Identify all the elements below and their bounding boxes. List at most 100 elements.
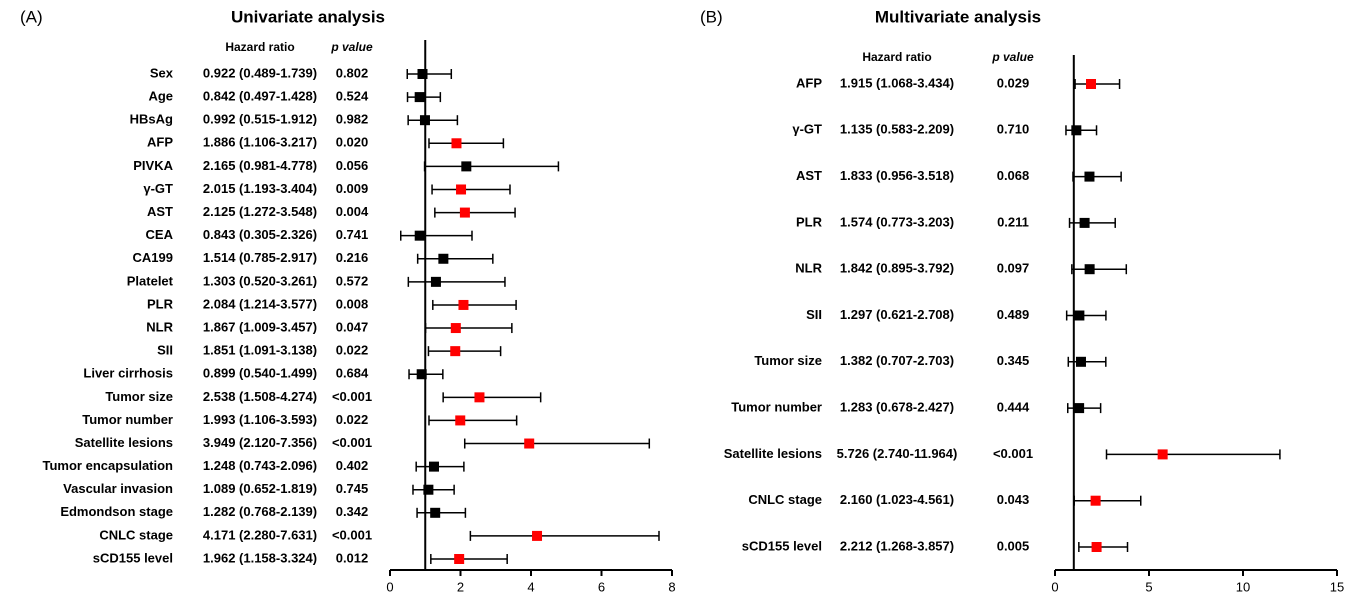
- row-label: γ-GT: [143, 181, 173, 196]
- p-value: 0.216: [336, 250, 369, 265]
- hr-marker: [1074, 403, 1085, 414]
- p-value: 0.402: [336, 458, 369, 473]
- hr-marker: [1071, 125, 1082, 136]
- hr-marker: [1084, 264, 1095, 275]
- x-tick-label: 10: [1236, 579, 1250, 594]
- hr-marker: [455, 415, 466, 426]
- row-label: Age: [148, 89, 173, 104]
- column-header: p value: [330, 40, 373, 54]
- p-value: 0.444: [997, 400, 1030, 415]
- hr-marker: [461, 161, 472, 172]
- row-label: AFP: [147, 135, 173, 150]
- chart-title: Univariate analysis: [231, 7, 385, 26]
- column-header: Hazard ratio: [862, 50, 931, 64]
- hr-marker: [1090, 495, 1101, 506]
- hr-marker: [532, 530, 543, 541]
- row-label: HBsAg: [130, 112, 173, 127]
- hazard-ratio: 1.514 (0.785-2.917): [203, 250, 317, 265]
- hazard-ratio: 1.851 (1.091-3.138): [203, 343, 317, 358]
- p-value: 0.008: [336, 296, 369, 311]
- hr-marker: [1157, 449, 1168, 460]
- hazard-ratio: 1.303 (0.520-3.261): [203, 273, 317, 288]
- p-value: 0.009: [336, 181, 369, 196]
- p-value: 0.741: [336, 227, 369, 242]
- hazard-ratio: 1.842 (0.895-3.792): [840, 261, 954, 276]
- hazard-ratio: 1.993 (1.106-3.593): [203, 412, 317, 427]
- x-tick-label: 6: [598, 579, 605, 594]
- hr-marker: [450, 346, 461, 357]
- hazard-ratio: 2.160 (1.023-4.561): [840, 492, 954, 507]
- hazard-ratio: 2.165 (0.981-4.778): [203, 158, 317, 173]
- hazard-ratio: 1.886 (1.106-3.217): [203, 135, 317, 150]
- p-value: 0.020: [336, 135, 369, 150]
- hazard-ratio: 4.171 (2.280-7.631): [203, 527, 317, 542]
- row-label: CNLC stage: [748, 492, 822, 507]
- p-value: 0.342: [336, 504, 369, 519]
- hazard-ratio: 0.843 (0.305-2.326): [203, 227, 317, 242]
- x-tick-label: 2: [457, 579, 464, 594]
- p-value: <0.001: [993, 446, 1033, 461]
- p-value: 0.005: [997, 538, 1030, 553]
- hr-marker: [1079, 217, 1090, 228]
- row-label: Tumor size: [105, 389, 173, 404]
- row-label: Liver cirrhosis: [83, 366, 173, 381]
- row-label: Platelet: [127, 273, 174, 288]
- row-label: AST: [147, 204, 173, 219]
- hr-marker: [430, 276, 441, 287]
- hazard-ratio: 1.135 (0.583-2.209): [840, 122, 954, 137]
- row-label: Tumor number: [731, 400, 822, 415]
- hr-marker: [430, 507, 441, 518]
- row-label: SII: [157, 343, 173, 358]
- p-value: 0.004: [336, 204, 369, 219]
- hazard-ratio: 3.949 (2.120-7.356): [203, 435, 317, 450]
- hazard-ratio: 1.833 (0.956-3.518): [840, 168, 954, 183]
- row-label: sCD155 level: [742, 538, 822, 553]
- hr-marker: [456, 184, 467, 195]
- p-value: 0.056: [336, 158, 369, 173]
- p-value: 0.022: [336, 412, 369, 427]
- p-value: <0.001: [332, 389, 372, 404]
- row-label: NLR: [795, 261, 822, 276]
- hr-marker: [474, 392, 485, 403]
- row-label: CEA: [146, 227, 174, 242]
- p-value: 0.802: [336, 65, 369, 80]
- p-value: 0.345: [997, 353, 1030, 368]
- hazard-ratio: 0.992 (0.515-1.912): [203, 112, 317, 127]
- x-tick-label: 4: [527, 579, 534, 594]
- hr-marker: [459, 207, 470, 218]
- hazard-ratio: 0.899 (0.540-1.499): [203, 366, 317, 381]
- p-value: 0.745: [336, 481, 369, 496]
- panel-label: (A): [20, 7, 43, 26]
- row-label: PLR: [147, 296, 174, 311]
- row-label: Sex: [150, 65, 174, 80]
- p-value: 0.029: [997, 75, 1030, 90]
- p-value: 0.097: [997, 261, 1030, 276]
- hr-marker: [458, 299, 469, 310]
- hr-marker: [419, 115, 430, 126]
- hazard-ratio: 2.212 (1.268-3.857): [840, 538, 954, 553]
- hr-marker: [416, 369, 427, 380]
- row-label: AFP: [796, 75, 822, 90]
- hazard-ratio: 1.282 (0.768-2.139): [203, 504, 317, 519]
- hr-marker: [451, 138, 462, 149]
- hr-marker: [524, 438, 535, 449]
- row-label: Tumor number: [82, 412, 173, 427]
- hr-marker: [1074, 310, 1085, 321]
- hazard-ratio: 2.538 (1.508-4.274): [203, 389, 317, 404]
- hr-marker: [438, 253, 449, 264]
- hazard-ratio: 0.922 (0.489-1.739): [203, 65, 317, 80]
- hazard-ratio: 5.726 (2.740-11.964): [837, 446, 958, 461]
- hr-marker: [1084, 171, 1095, 182]
- p-value: 0.684: [336, 366, 369, 381]
- hazard-ratio: 2.084 (1.214-3.577): [203, 296, 317, 311]
- p-value: 0.047: [336, 319, 369, 334]
- hazard-ratio: 1.382 (0.707-2.703): [840, 353, 954, 368]
- hr-marker: [1075, 356, 1086, 367]
- hr-marker: [423, 484, 434, 495]
- hr-marker: [428, 461, 439, 472]
- p-value: 0.710: [997, 122, 1030, 137]
- p-value: 0.489: [997, 307, 1030, 322]
- row-label: CA199: [133, 250, 173, 265]
- row-label: Tumor size: [754, 353, 822, 368]
- hazard-ratio: 1.915 (1.068-3.434): [840, 75, 954, 90]
